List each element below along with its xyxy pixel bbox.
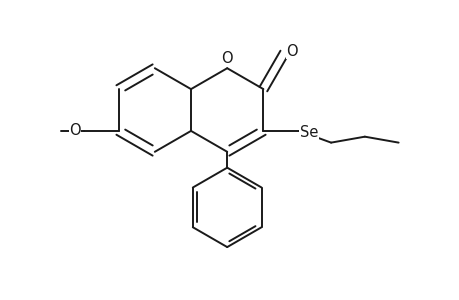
Text: O: O: [221, 51, 233, 66]
Text: O: O: [69, 123, 81, 138]
Text: O: O: [286, 44, 297, 59]
Text: Se: Se: [300, 125, 318, 140]
